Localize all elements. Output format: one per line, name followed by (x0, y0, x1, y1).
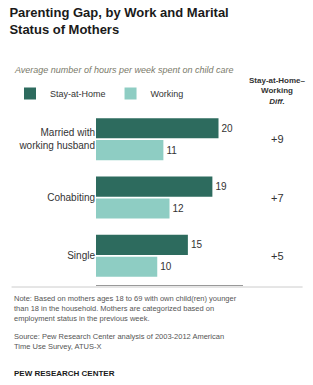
svg-text:19: 19 (215, 181, 227, 192)
svg-text:Parenting Gap, by Work and Mar: Parenting Gap, by Work and MaritalStatus… (9, 5, 228, 37)
svg-text:Stay-at-Home: Stay-at-Home (50, 89, 106, 99)
svg-text:Average number of hours per we: Average number of hours per week spent o… (14, 65, 233, 75)
svg-text:15: 15 (191, 239, 203, 250)
svg-text:Working: Working (151, 89, 184, 99)
svg-text:12: 12 (173, 203, 185, 214)
svg-text:Stay-at-Home–WorkingDiff.: Stay-at-Home–WorkingDiff. (249, 76, 306, 106)
svg-text:+7: +7 (271, 192, 284, 204)
svg-text:Source: Pew Research Center an: Source: Pew Research Center analysis of … (14, 332, 224, 351)
svg-text:Married withworking husband: Married withworking husband (18, 127, 95, 151)
svg-text:Single: Single (67, 250, 95, 261)
svg-text:20: 20 (222, 123, 234, 134)
svg-text:10: 10 (160, 261, 172, 272)
svg-text:+9: +9 (271, 133, 284, 145)
svg-text:Cohabiting: Cohabiting (47, 192, 95, 203)
svg-text:11: 11 (166, 145, 177, 156)
svg-text:+5: +5 (271, 250, 284, 262)
svg-text:Note: Based on mothers ages 18: Note: Based on mothers ages 18 to 69 wit… (14, 294, 237, 323)
svg-text:PEW RESEARCH CENTER: PEW RESEARCH CENTER (14, 369, 115, 378)
